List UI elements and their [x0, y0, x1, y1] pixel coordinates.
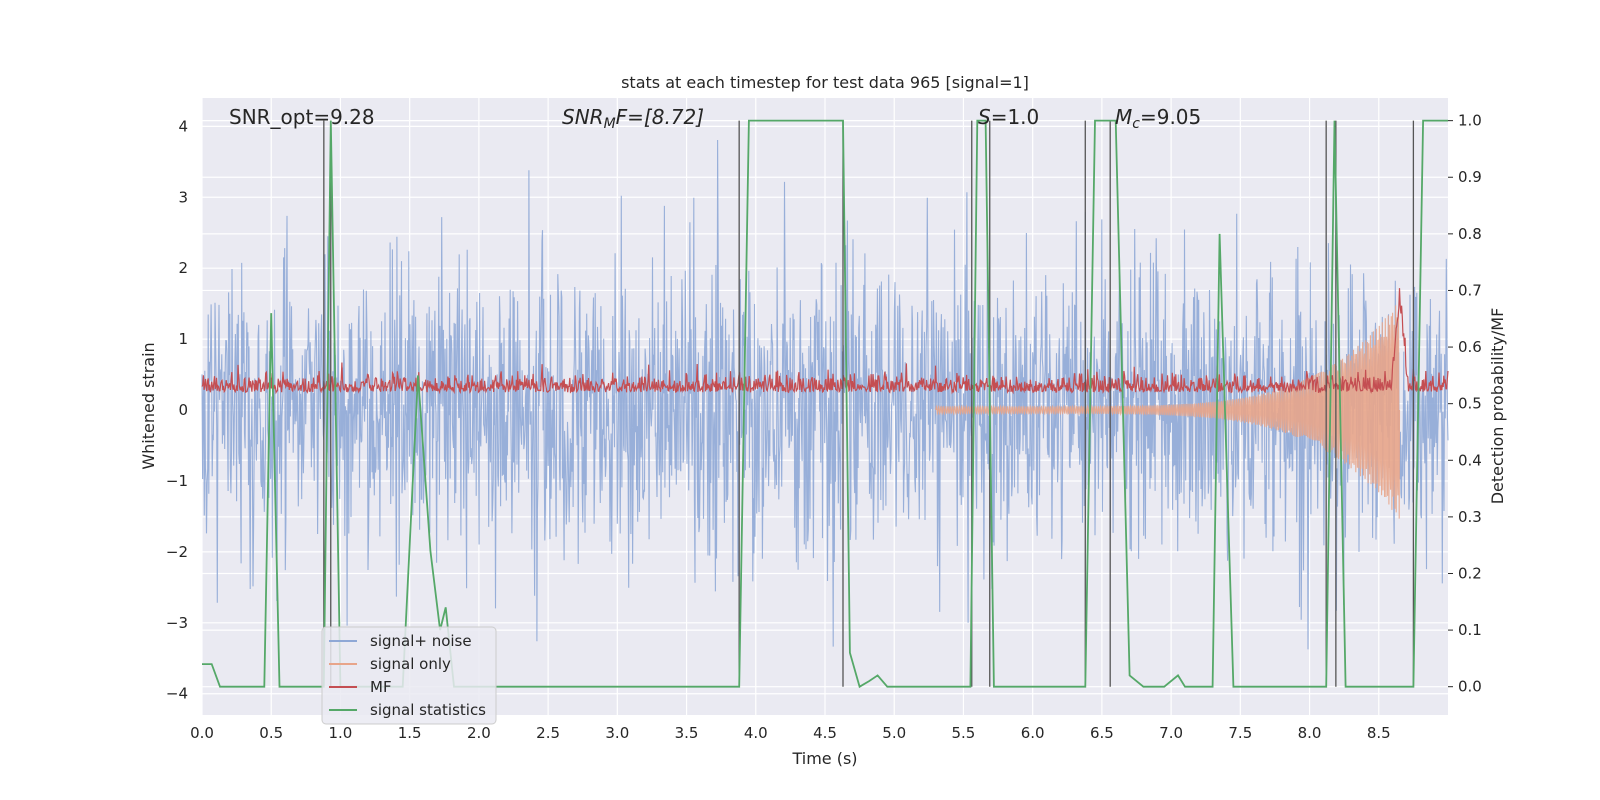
y-right-tick-label: 0.2: [1458, 564, 1482, 582]
y-right-tick-label: 0.8: [1458, 225, 1482, 243]
y-tick-label: 4: [178, 117, 188, 135]
annotation-snr-mf-sub: M: [604, 116, 616, 132]
y-right-tick-label: 0.7: [1458, 281, 1482, 299]
x-tick-label: 4.0: [744, 724, 768, 742]
x-tick-label: 8.0: [1298, 724, 1322, 742]
x-tick-label: 0.0: [190, 724, 214, 742]
mf-line: [201, 288, 1449, 395]
x-tick-label: 4.5: [813, 724, 837, 742]
legend-label-signal-noise: signal+ noise: [370, 632, 472, 650]
annotation-s: S=1.0: [978, 105, 1039, 129]
y-tick-label: −2: [166, 543, 188, 561]
legend: signal+ noise signal only MF signal stat…: [321, 626, 497, 725]
annotation-snr-mf-base: SNR: [562, 105, 604, 129]
annotation-snr-opt: SNR_opt=9.28: [229, 105, 375, 129]
signal-only-line: [935, 305, 1401, 519]
y-right-tick-label: 0.3: [1458, 508, 1482, 526]
annotation-s-rest: =1.0: [991, 105, 1040, 129]
y-right-axis-label: Detection probability/MF: [1488, 308, 1507, 505]
x-tick-label: 8.5: [1367, 724, 1391, 742]
y-tick-label: −4: [166, 685, 188, 703]
y-tick-label: 1: [178, 330, 188, 348]
signal-statistics-series: [202, 119, 1448, 689]
legend-box: [321, 626, 497, 725]
y-right-tick-label: 1.0: [1458, 112, 1482, 130]
y-right-tick-label: 0.1: [1458, 621, 1482, 639]
legend-label-signal-statistics: signal statistics: [370, 701, 486, 719]
annotation-mc-base: M: [1115, 105, 1132, 129]
annotation-s-label: S: [978, 105, 991, 129]
x-tick-label: 7.5: [1228, 724, 1252, 742]
x-tick-label: 6.0: [1021, 724, 1045, 742]
y-right-axis-ticks: 0.0 0.1 0.2 0.3 0.4 0.5 0.6 0.7 0.8 0.9 1.0: [1448, 112, 1482, 696]
chart-title: stats at each timestep for test data 965…: [621, 73, 1029, 92]
x-tick-label: 5.5: [952, 724, 976, 742]
annotation-mc-rest: =9.05: [1140, 105, 1201, 129]
x-tick-label: 5.0: [882, 724, 906, 742]
y-tick-label: −3: [166, 614, 188, 632]
x-tick-label: 7.0: [1159, 724, 1183, 742]
y-tick-label: 3: [178, 188, 188, 206]
x-tick-label: 1.0: [329, 724, 353, 742]
x-tick-label: 3.0: [605, 724, 629, 742]
x-tick-label: 2.5: [536, 724, 560, 742]
y-tick-label: −1: [166, 472, 188, 490]
signal-statistics-line: [202, 119, 1448, 689]
x-tick-label: 1.5: [398, 724, 422, 742]
y-right-tick-label: 0.9: [1458, 168, 1482, 186]
mf-series: [201, 288, 1449, 395]
y-axis-label: Whitened strain: [139, 342, 158, 469]
y-axis-ticks: −4 −3 −2 −1 0 1 2 3 4: [166, 117, 188, 702]
x-axis-label: Time (s): [791, 749, 857, 768]
annotation-snr-mf-rest: F=[8.72]: [616, 105, 704, 129]
x-tick-label: 2.0: [467, 724, 491, 742]
x-axis-ticks: 0.0 0.5 1.0 1.5 2.0 2.5 3.0 3.5 4.0 4.5 5.0 5.5 6.0 6…: [190, 724, 1391, 742]
legend-label-mf: MF: [370, 678, 392, 696]
y-right-tick-label: 0.4: [1458, 451, 1482, 469]
signal-noise-series: [201, 139, 1449, 650]
legend-label-signal-only: signal only: [370, 655, 451, 673]
annotation-mc-sub: c: [1132, 116, 1140, 132]
y-tick-label: 0: [178, 401, 188, 419]
x-tick-label: 0.5: [259, 724, 283, 742]
y-tick-label: 2: [178, 259, 188, 277]
signal-only-series: [935, 305, 1401, 519]
annotation-snr-mf: SNRMF=[8.72]: [562, 105, 704, 132]
signal-noise-line: [201, 139, 1449, 650]
annotation-mc: Mc=9.05: [1115, 105, 1201, 132]
y-right-tick-label: 0.6: [1458, 338, 1482, 356]
x-tick-label: 3.5: [675, 724, 699, 742]
y-right-tick-label: 0.0: [1458, 678, 1482, 696]
y-right-tick-label: 0.5: [1458, 395, 1482, 413]
x-tick-label: 6.5: [1090, 724, 1114, 742]
